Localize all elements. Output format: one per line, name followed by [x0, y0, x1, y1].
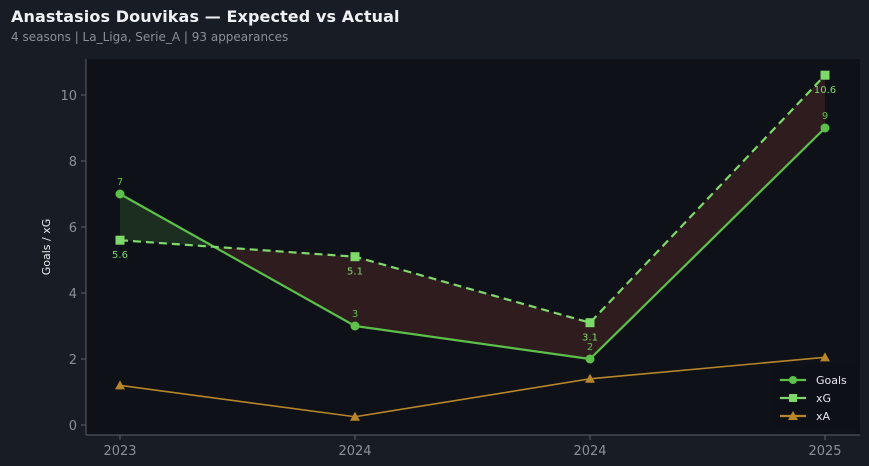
- series-line-xg: [119, 74, 826, 324]
- underperformance-fill: [590, 75, 825, 359]
- goals-marker-circle-icon: [585, 354, 595, 364]
- goals-marker-circle-icon: [115, 189, 125, 199]
- xg-marker-square-icon: [820, 70, 830, 80]
- legend: Goals xG xA: [772, 366, 858, 428]
- legend-triangle-icon: [788, 411, 798, 420]
- goals-value-label: 7: [117, 177, 123, 188]
- x-axis-ticks: 2023 2024 2024 2025: [103, 435, 842, 459]
- chart-subtitle: 4 seasons | La_Liga, Serie_A | 93 appear…: [11, 30, 289, 44]
- xg-value-label: 5.1: [347, 267, 363, 278]
- xa-marker-triangle-icon: [585, 373, 595, 383]
- axes: [85, 59, 860, 436]
- xg-marker-square-icon: [585, 318, 595, 328]
- y-tick-label: 8: [69, 155, 77, 170]
- xg-value-label: 5.6: [112, 250, 128, 261]
- y-tick-label: 4: [69, 287, 77, 302]
- xa-marker-triangle-icon: [350, 411, 360, 421]
- xa-marker-triangle-icon: [115, 380, 125, 390]
- xg-value-label: 10.6: [814, 85, 836, 96]
- legend-label: xA: [816, 410, 831, 423]
- y-tick-label: 2: [69, 353, 77, 368]
- series-line-goals: [119, 127, 826, 361]
- legend-square-icon: [789, 394, 797, 402]
- goals-value-label: 2: [587, 342, 593, 353]
- xa-marker-triangle-icon: [820, 352, 830, 362]
- chart-title: Anastasios Douvikas — Expected vs Actual: [11, 7, 400, 26]
- xg-marker-square-icon: [115, 235, 125, 245]
- legend-circle-icon: [789, 376, 797, 384]
- goals-value-label: 3: [352, 309, 358, 320]
- y-tick-label: 0: [69, 419, 77, 434]
- legend-label: xG: [816, 392, 831, 405]
- xg-marker-square-icon: [350, 252, 360, 262]
- data-labels: 7 3 2 9 5.6 5.1 3.1 10.6: [112, 85, 836, 353]
- goals-marker-circle-icon: [820, 123, 830, 133]
- xg-value-label: 3.1: [582, 333, 598, 344]
- y-axis-ticks: 0 2 4 6 8 10: [60, 89, 86, 434]
- x-tick-label: 2025: [808, 444, 841, 459]
- x-tick-label: 2024: [573, 444, 606, 459]
- y-tick-label: 6: [69, 221, 77, 236]
- y-tick-label: 10: [60, 89, 77, 104]
- series-lines: [115, 70, 830, 421]
- x-tick-label: 2024: [338, 444, 371, 459]
- legend-label: Goals: [816, 374, 847, 387]
- y-axis-label: Goals / xG: [40, 219, 53, 276]
- x-tick-label: 2023: [103, 444, 136, 459]
- goals-value-label: 9: [822, 111, 828, 122]
- goals-marker-circle-icon: [350, 321, 360, 331]
- series-line-xa: [119, 356, 826, 418]
